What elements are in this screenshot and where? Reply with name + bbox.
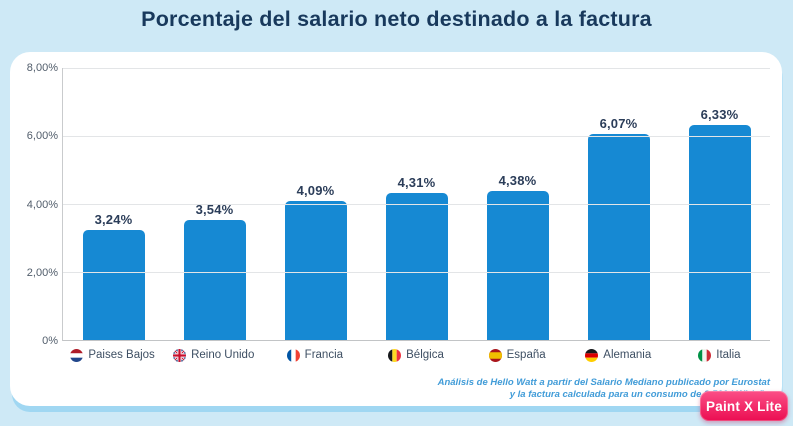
flag-es-icon xyxy=(488,348,502,362)
flag-nl-icon xyxy=(70,348,84,362)
flag-de-icon xyxy=(585,348,599,362)
y-tick-label: 6,00% xyxy=(26,130,58,143)
x-tick-label: Italia xyxy=(669,345,770,365)
y-tick-label: 2,00% xyxy=(26,266,58,279)
x-tick-label: Francia xyxy=(264,345,365,365)
bar-be xyxy=(385,193,448,340)
page-title: Porcentaje del salario neto destinado a … xyxy=(141,7,652,31)
x-tick-label: Bélgica xyxy=(365,345,466,365)
country-label: España xyxy=(506,349,546,361)
bar-slot: 4,38% xyxy=(467,68,568,340)
y-tick-label: 0% xyxy=(42,335,58,347)
flag-be-icon xyxy=(388,348,402,362)
bar-slot: 4,31% xyxy=(366,68,467,340)
bar-value-label: 6,07% xyxy=(599,115,638,131)
chart-card: 3,24% 3,54% 4,09% 4,31% 4,38% 6,07% 6,33% Pais… xyxy=(10,52,782,406)
gridline xyxy=(63,136,770,137)
x-axis: Paises Bajos Reino Unido Francia Bélgica… xyxy=(62,345,770,365)
bar-value-label: 4,31% xyxy=(397,175,436,191)
bar-value-label: 3,54% xyxy=(195,201,234,217)
gridline xyxy=(63,204,770,205)
flag-fr-icon xyxy=(286,348,300,362)
bar-uk xyxy=(183,219,246,340)
bar-value-label: 4,38% xyxy=(498,173,537,189)
country-label: Italia xyxy=(716,349,741,361)
country-label: Francia xyxy=(304,349,344,361)
bar-slot: 6,07% xyxy=(568,68,669,340)
flag-it-icon xyxy=(698,348,712,362)
country-label: Paises Bajos xyxy=(88,349,155,361)
x-tick-label: Paises Bajos xyxy=(62,345,163,365)
bar-slot: 3,24% xyxy=(63,68,164,340)
bar-value-label: 4,09% xyxy=(296,182,335,198)
bar-slot: 3,54% xyxy=(164,68,265,340)
x-tick-label: Alemania xyxy=(568,345,669,365)
chart-footnote: Análisis de Hello Watt a partir del Sala… xyxy=(438,377,770,400)
y-tick-label: 8,00% xyxy=(26,62,58,74)
footnote-line-1: Análisis de Hello Watt a partir del Sala… xyxy=(437,377,770,388)
x-tick-label: Reino Unido xyxy=(163,345,264,365)
y-tick-label: 4,00% xyxy=(26,198,58,211)
plot-area: 3,24% 3,54% 4,09% 4,31% 4,38% 6,07% 6,33% xyxy=(62,68,770,341)
bar-es xyxy=(486,191,549,340)
paint-x-lite-watermark: Paint X Lite xyxy=(700,391,788,421)
gridline xyxy=(63,68,770,69)
bar-nl xyxy=(82,229,145,340)
bar-fr xyxy=(284,200,347,340)
flag-uk-icon xyxy=(173,348,187,362)
country-label: Reino Unido xyxy=(191,349,255,361)
country-label: Bélgica xyxy=(406,349,444,361)
gridline xyxy=(63,272,770,273)
bar-slot: 6,33% xyxy=(669,68,770,340)
bar-value-label: 6,33% xyxy=(700,106,739,122)
bar-slot: 4,09% xyxy=(265,68,366,340)
bar-de xyxy=(587,133,650,340)
country-label: Alemania xyxy=(603,349,652,361)
bar-value-label: 3,24% xyxy=(94,211,133,227)
x-tick-label: España xyxy=(467,345,568,365)
bars-container: 3,24% 3,54% 4,09% 4,31% 4,38% 6,07% 6,33% xyxy=(63,68,770,340)
bar-it xyxy=(688,124,751,340)
footnote-line-2: y la factura calculada para un consumo d… xyxy=(509,388,770,400)
